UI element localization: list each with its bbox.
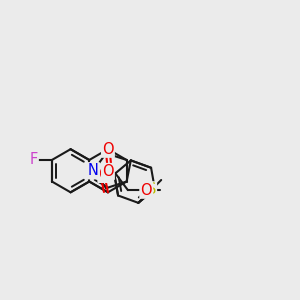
Text: O: O <box>98 167 110 182</box>
Text: N: N <box>88 163 99 178</box>
Text: O: O <box>102 142 114 157</box>
Text: S: S <box>147 182 156 197</box>
Text: O: O <box>140 183 152 198</box>
Text: F: F <box>29 152 38 167</box>
Text: O: O <box>102 164 114 179</box>
